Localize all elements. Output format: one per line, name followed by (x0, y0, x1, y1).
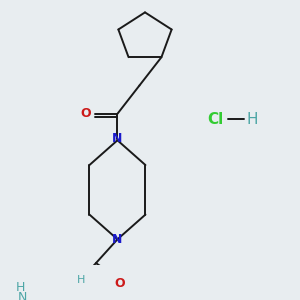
Text: O: O (80, 107, 91, 120)
Text: H: H (77, 275, 86, 285)
Text: H: H (16, 280, 26, 294)
Text: N: N (112, 233, 123, 246)
Text: O: O (114, 277, 125, 290)
Text: N: N (112, 132, 123, 145)
Text: Cl: Cl (207, 112, 223, 127)
Text: H: H (246, 112, 258, 127)
Text: N: N (18, 291, 28, 300)
